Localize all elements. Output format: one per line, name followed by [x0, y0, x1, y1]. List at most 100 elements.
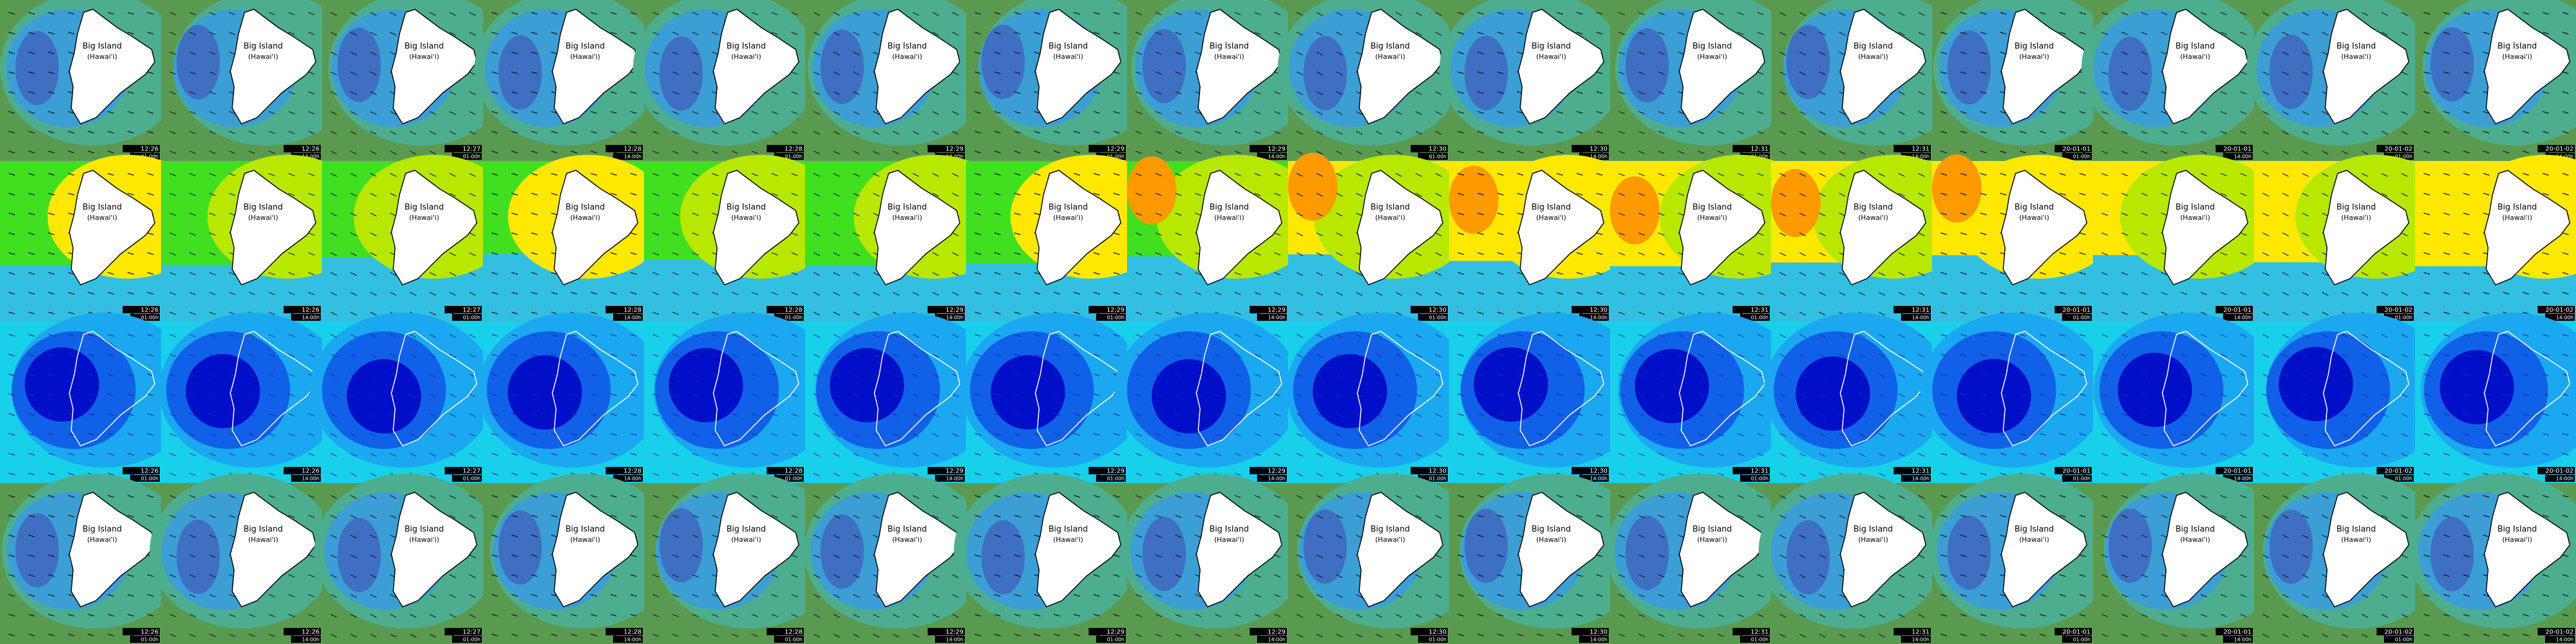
- wind-arrow: [2039, 472, 2047, 476]
- wind-arrow: [1980, 12, 1987, 15]
- wind-arrow: [107, 111, 115, 114]
- wind-arrow: [652, 413, 659, 417]
- date-label: 14-00h: [946, 315, 964, 321]
- wind-arrow: [308, 272, 315, 276]
- wind-arrow: [2321, 594, 2329, 598]
- wave-zone: [1610, 176, 1660, 245]
- wind-arrow: [1556, 111, 1564, 114]
- wind-arrow: [833, 272, 840, 276]
- wind-arrow: [2423, 150, 2430, 154]
- wind-arrow: [169, 292, 176, 295]
- date-label: 14-00h: [624, 637, 642, 643]
- wind-arrow: [2059, 495, 2066, 498]
- wind-arrow: [1296, 193, 1303, 197]
- wind-arrow: [1194, 51, 1202, 55]
- wind-arrow: [771, 594, 778, 598]
- wind-arrow: [1878, 292, 1886, 296]
- wind-arrow: [2482, 614, 2490, 617]
- wind-arrow: [2443, 131, 2450, 134]
- time-box: [928, 467, 965, 474]
- wind-arrow: [1737, 515, 1744, 518]
- wind-arrow: [2059, 91, 2066, 94]
- wind-arrow: [2121, 354, 2128, 357]
- wind-arrow: [28, 633, 35, 637]
- wind-arrow: [771, 91, 778, 95]
- wind-arrow: [853, 534, 860, 539]
- wind-arrow: [872, 193, 880, 197]
- wind-arrow: [1435, 495, 1442, 499]
- wind-arrow: [2240, 272, 2247, 276]
- date-box: [452, 153, 482, 160]
- wind-arrow: [2443, 173, 2450, 176]
- wind-arrow: [853, 91, 860, 95]
- wind-arrow: [1576, 453, 1583, 456]
- wind-arrow: [8, 193, 15, 196]
- wind-arrow: [652, 292, 659, 295]
- time-label: 12:31: [1751, 468, 1769, 475]
- wind-arrow: [1516, 292, 1524, 295]
- wind-arrow: [1638, 51, 1645, 55]
- wind-arrow: [2240, 433, 2247, 437]
- date-box: [774, 636, 804, 643]
- wind-arrow: [771, 131, 778, 134]
- wind-arrow: [2262, 433, 2269, 437]
- wind-arrow: [1296, 71, 1303, 76]
- wind-arrow: [1497, 272, 1504, 275]
- wind-arrow: [67, 614, 75, 617]
- wind-arrow: [308, 515, 315, 518]
- wind-arrow: [1234, 633, 1242, 637]
- wind-arrow: [2141, 212, 2148, 216]
- wind-arrow: [491, 373, 498, 376]
- wind-arrow: [268, 12, 276, 15]
- wind-arrow: [892, 633, 900, 638]
- wind-arrow: [1638, 354, 1645, 357]
- wind-arrow: [1779, 131, 1786, 135]
- wind-arrow: [853, 334, 860, 338]
- wind-arrow: [48, 413, 55, 416]
- wind-arrow: [48, 51, 55, 54]
- wind-arrow: [2463, 554, 2470, 557]
- wind-arrow: [2542, 173, 2549, 176]
- wind-arrow: [2200, 495, 2208, 498]
- wind-arrow: [2562, 173, 2569, 176]
- wind-arrow: [974, 393, 981, 396]
- wind-arrow: [791, 515, 798, 518]
- wind-arrow: [87, 150, 95, 154]
- wind-arrow: [2522, 292, 2530, 295]
- wind-arrow: [1355, 272, 1363, 276]
- wind-arrow: [2542, 373, 2549, 376]
- wind-arrow: [1960, 150, 1967, 154]
- island-subtitle: (Hawai'i): [1858, 536, 1888, 544]
- wind-arrow: [48, 131, 55, 134]
- time-label: 12:31: [1751, 146, 1769, 153]
- wind-arrow: [2262, 272, 2269, 276]
- wind-arrow: [652, 515, 659, 518]
- wind-arrow: [1135, 393, 1142, 397]
- wind-arrow: [1375, 131, 1383, 135]
- wind-arrow: [672, 633, 679, 637]
- wind-arrow: [672, 232, 679, 236]
- wind-arrow: [791, 12, 798, 15]
- island-name: Big Island: [243, 203, 283, 212]
- wind-arrow: [2401, 91, 2408, 95]
- time-label: 12:26: [141, 629, 159, 636]
- wind-arrow: [892, 150, 900, 155]
- wind-arrow: [1014, 232, 1021, 235]
- wind-arrow: [2141, 574, 2148, 578]
- wind-arrow: [1296, 272, 1303, 276]
- wind-arrow: [2141, 393, 2148, 397]
- wind-arrow: [994, 453, 1001, 456]
- date-box: [452, 314, 482, 321]
- wind-arrow: [531, 71, 538, 74]
- time-label: 12:30: [1590, 629, 1608, 636]
- wind-arrow: [1336, 633, 1343, 638]
- wind-arrow: [1053, 292, 1061, 295]
- wind-arrow: [147, 91, 154, 94]
- wind-arrow: [389, 292, 397, 296]
- wind-arrow: [2141, 193, 2148, 196]
- time-box: [123, 145, 160, 152]
